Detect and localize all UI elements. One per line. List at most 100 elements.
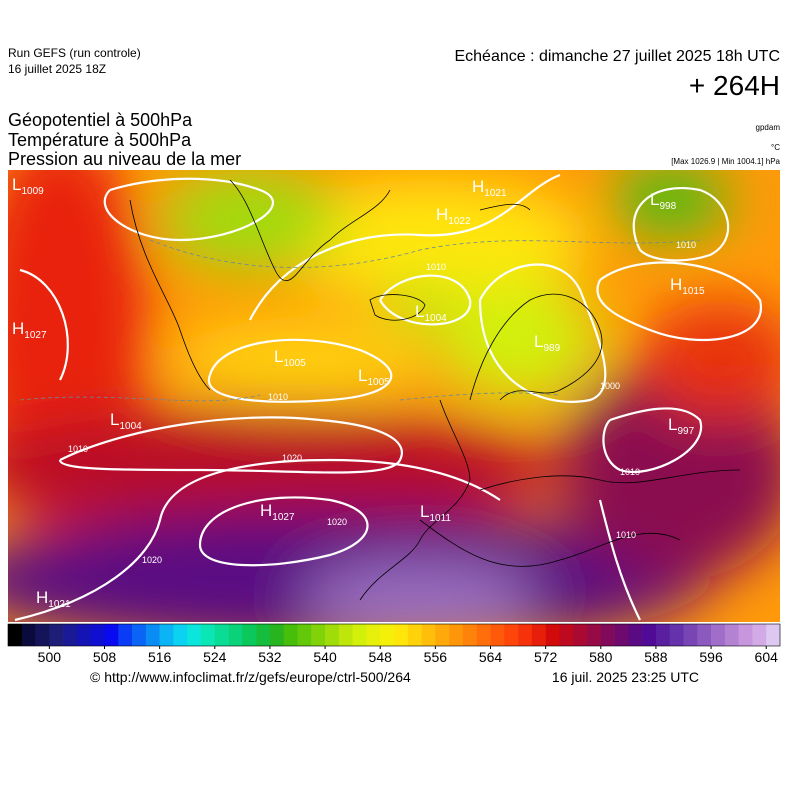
center-value: 989 bbox=[543, 343, 560, 354]
color-swatch bbox=[655, 624, 671, 646]
center-letter: L bbox=[650, 190, 659, 209]
isobar-label: 1010 bbox=[268, 392, 288, 402]
pressure-center: L1004 bbox=[110, 410, 142, 432]
color-swatch bbox=[766, 624, 781, 646]
color-swatch bbox=[242, 624, 257, 646]
colorbar-tick-label: 516 bbox=[148, 649, 172, 665]
color-swatch bbox=[63, 624, 78, 646]
colorbar-tick-label: 564 bbox=[479, 649, 503, 665]
issued-time: 16 juil. 2025 23:25 UTC bbox=[552, 669, 699, 685]
colorbar-tick-label: 508 bbox=[93, 649, 117, 665]
color-swatch bbox=[173, 624, 188, 646]
pressure-center: H1027 bbox=[12, 319, 47, 341]
center-value: 1009 bbox=[21, 186, 44, 197]
color-swatch bbox=[49, 624, 64, 646]
pressure-center: L989 bbox=[534, 332, 561, 354]
colorbar-tick-label: 556 bbox=[424, 649, 448, 665]
center-value: 1011 bbox=[429, 513, 451, 524]
color-swatch bbox=[600, 624, 615, 646]
center-letter: L bbox=[110, 410, 119, 429]
color-swatch bbox=[352, 624, 367, 646]
color-swatch bbox=[104, 624, 119, 646]
center-value: 1027 bbox=[24, 330, 47, 341]
isobar-label: 1010 bbox=[616, 530, 636, 540]
center-letter: L bbox=[668, 415, 677, 434]
pressure-center: L998 bbox=[650, 190, 677, 212]
color-swatch bbox=[518, 624, 533, 646]
run: Run GEFS (run controle) bbox=[8, 46, 141, 60]
color-swatch bbox=[325, 624, 340, 646]
unit: [Max 1026.9 | Min 1004.1] hPa bbox=[671, 157, 780, 166]
center-letter: L bbox=[534, 332, 543, 351]
title: Température à 500hPa bbox=[8, 130, 192, 150]
color-swatch bbox=[697, 624, 712, 646]
color-swatch bbox=[394, 624, 409, 646]
center-letter: L bbox=[420, 502, 429, 521]
center-letter: L bbox=[415, 302, 424, 321]
isobar-label: 1010 bbox=[620, 467, 640, 477]
color-swatch bbox=[476, 624, 491, 646]
color-swatch bbox=[297, 624, 312, 646]
valid-time: Echéance : dimanche 27 juillet 2025 18h … bbox=[454, 48, 780, 65]
isobar-label: 1010 bbox=[68, 444, 88, 454]
center-value: 1021 bbox=[484, 188, 507, 199]
color-swatch bbox=[573, 624, 588, 646]
color-swatch bbox=[159, 624, 174, 646]
center-letter: H bbox=[472, 177, 484, 196]
color-swatch bbox=[145, 624, 160, 646]
pressure-center: L997 bbox=[668, 415, 695, 437]
color-swatch bbox=[449, 624, 464, 646]
color-swatch bbox=[269, 624, 285, 646]
colorbar-tick-label: 548 bbox=[369, 649, 393, 665]
colorbar-tick-label: 524 bbox=[203, 649, 227, 665]
center-value: 1027 bbox=[272, 512, 295, 523]
colorbar-tick-label: 588 bbox=[644, 649, 668, 665]
color-swatch bbox=[738, 624, 753, 646]
color-swatch bbox=[8, 624, 23, 646]
color-swatch bbox=[132, 624, 147, 646]
color-swatch bbox=[228, 624, 243, 646]
color-swatch bbox=[311, 624, 326, 646]
unit: gpdam bbox=[756, 123, 781, 132]
pressure-center: L1004 bbox=[415, 302, 447, 324]
colorbar-tick-label: 604 bbox=[755, 649, 779, 665]
center-value: 1022 bbox=[448, 216, 471, 227]
center-letter: H bbox=[260, 501, 272, 520]
color-swatch bbox=[642, 624, 657, 646]
map bbox=[8, 170, 780, 622]
color-swatch bbox=[407, 624, 422, 646]
colorbar-frame bbox=[7, 623, 781, 647]
colorbar-tick-label: 596 bbox=[699, 649, 723, 665]
color-swatch bbox=[490, 624, 505, 646]
colorbar-tick-label: 500 bbox=[38, 649, 62, 665]
color-swatch bbox=[35, 624, 50, 646]
colorbar-tick-label: 572 bbox=[534, 649, 558, 665]
color-swatch bbox=[214, 624, 229, 646]
unit: °C bbox=[771, 143, 780, 152]
color-swatch bbox=[256, 624, 271, 646]
color-swatch bbox=[435, 624, 450, 646]
title: Pression au niveau de la mer bbox=[8, 149, 241, 169]
pressure-center: H1021 bbox=[36, 588, 71, 610]
color-swatch bbox=[90, 624, 105, 646]
center-value: 1004 bbox=[424, 313, 447, 324]
color-swatch bbox=[462, 624, 478, 646]
isobar-label: 1010 bbox=[426, 262, 446, 272]
color-swatch bbox=[504, 624, 519, 646]
color-swatch bbox=[683, 624, 698, 646]
center-value: 997 bbox=[677, 426, 694, 437]
color-swatch bbox=[21, 624, 36, 646]
source-url[interactable]: © http://www.infoclimat.fr/z/gefs/europe… bbox=[90, 669, 411, 685]
colorbar-tick-label: 580 bbox=[589, 649, 613, 665]
colorbar-tick-label: 540 bbox=[313, 649, 337, 665]
color-swatch bbox=[724, 624, 739, 646]
center-letter: H bbox=[12, 319, 24, 338]
color-swatch bbox=[421, 624, 436, 646]
pressure-center: H1022 bbox=[436, 205, 471, 227]
color-swatch bbox=[366, 624, 381, 646]
color-swatch bbox=[76, 624, 92, 646]
lead-time: + 264H bbox=[689, 70, 780, 101]
isobar-label: 1000 bbox=[600, 381, 620, 391]
color-swatch bbox=[711, 624, 726, 646]
